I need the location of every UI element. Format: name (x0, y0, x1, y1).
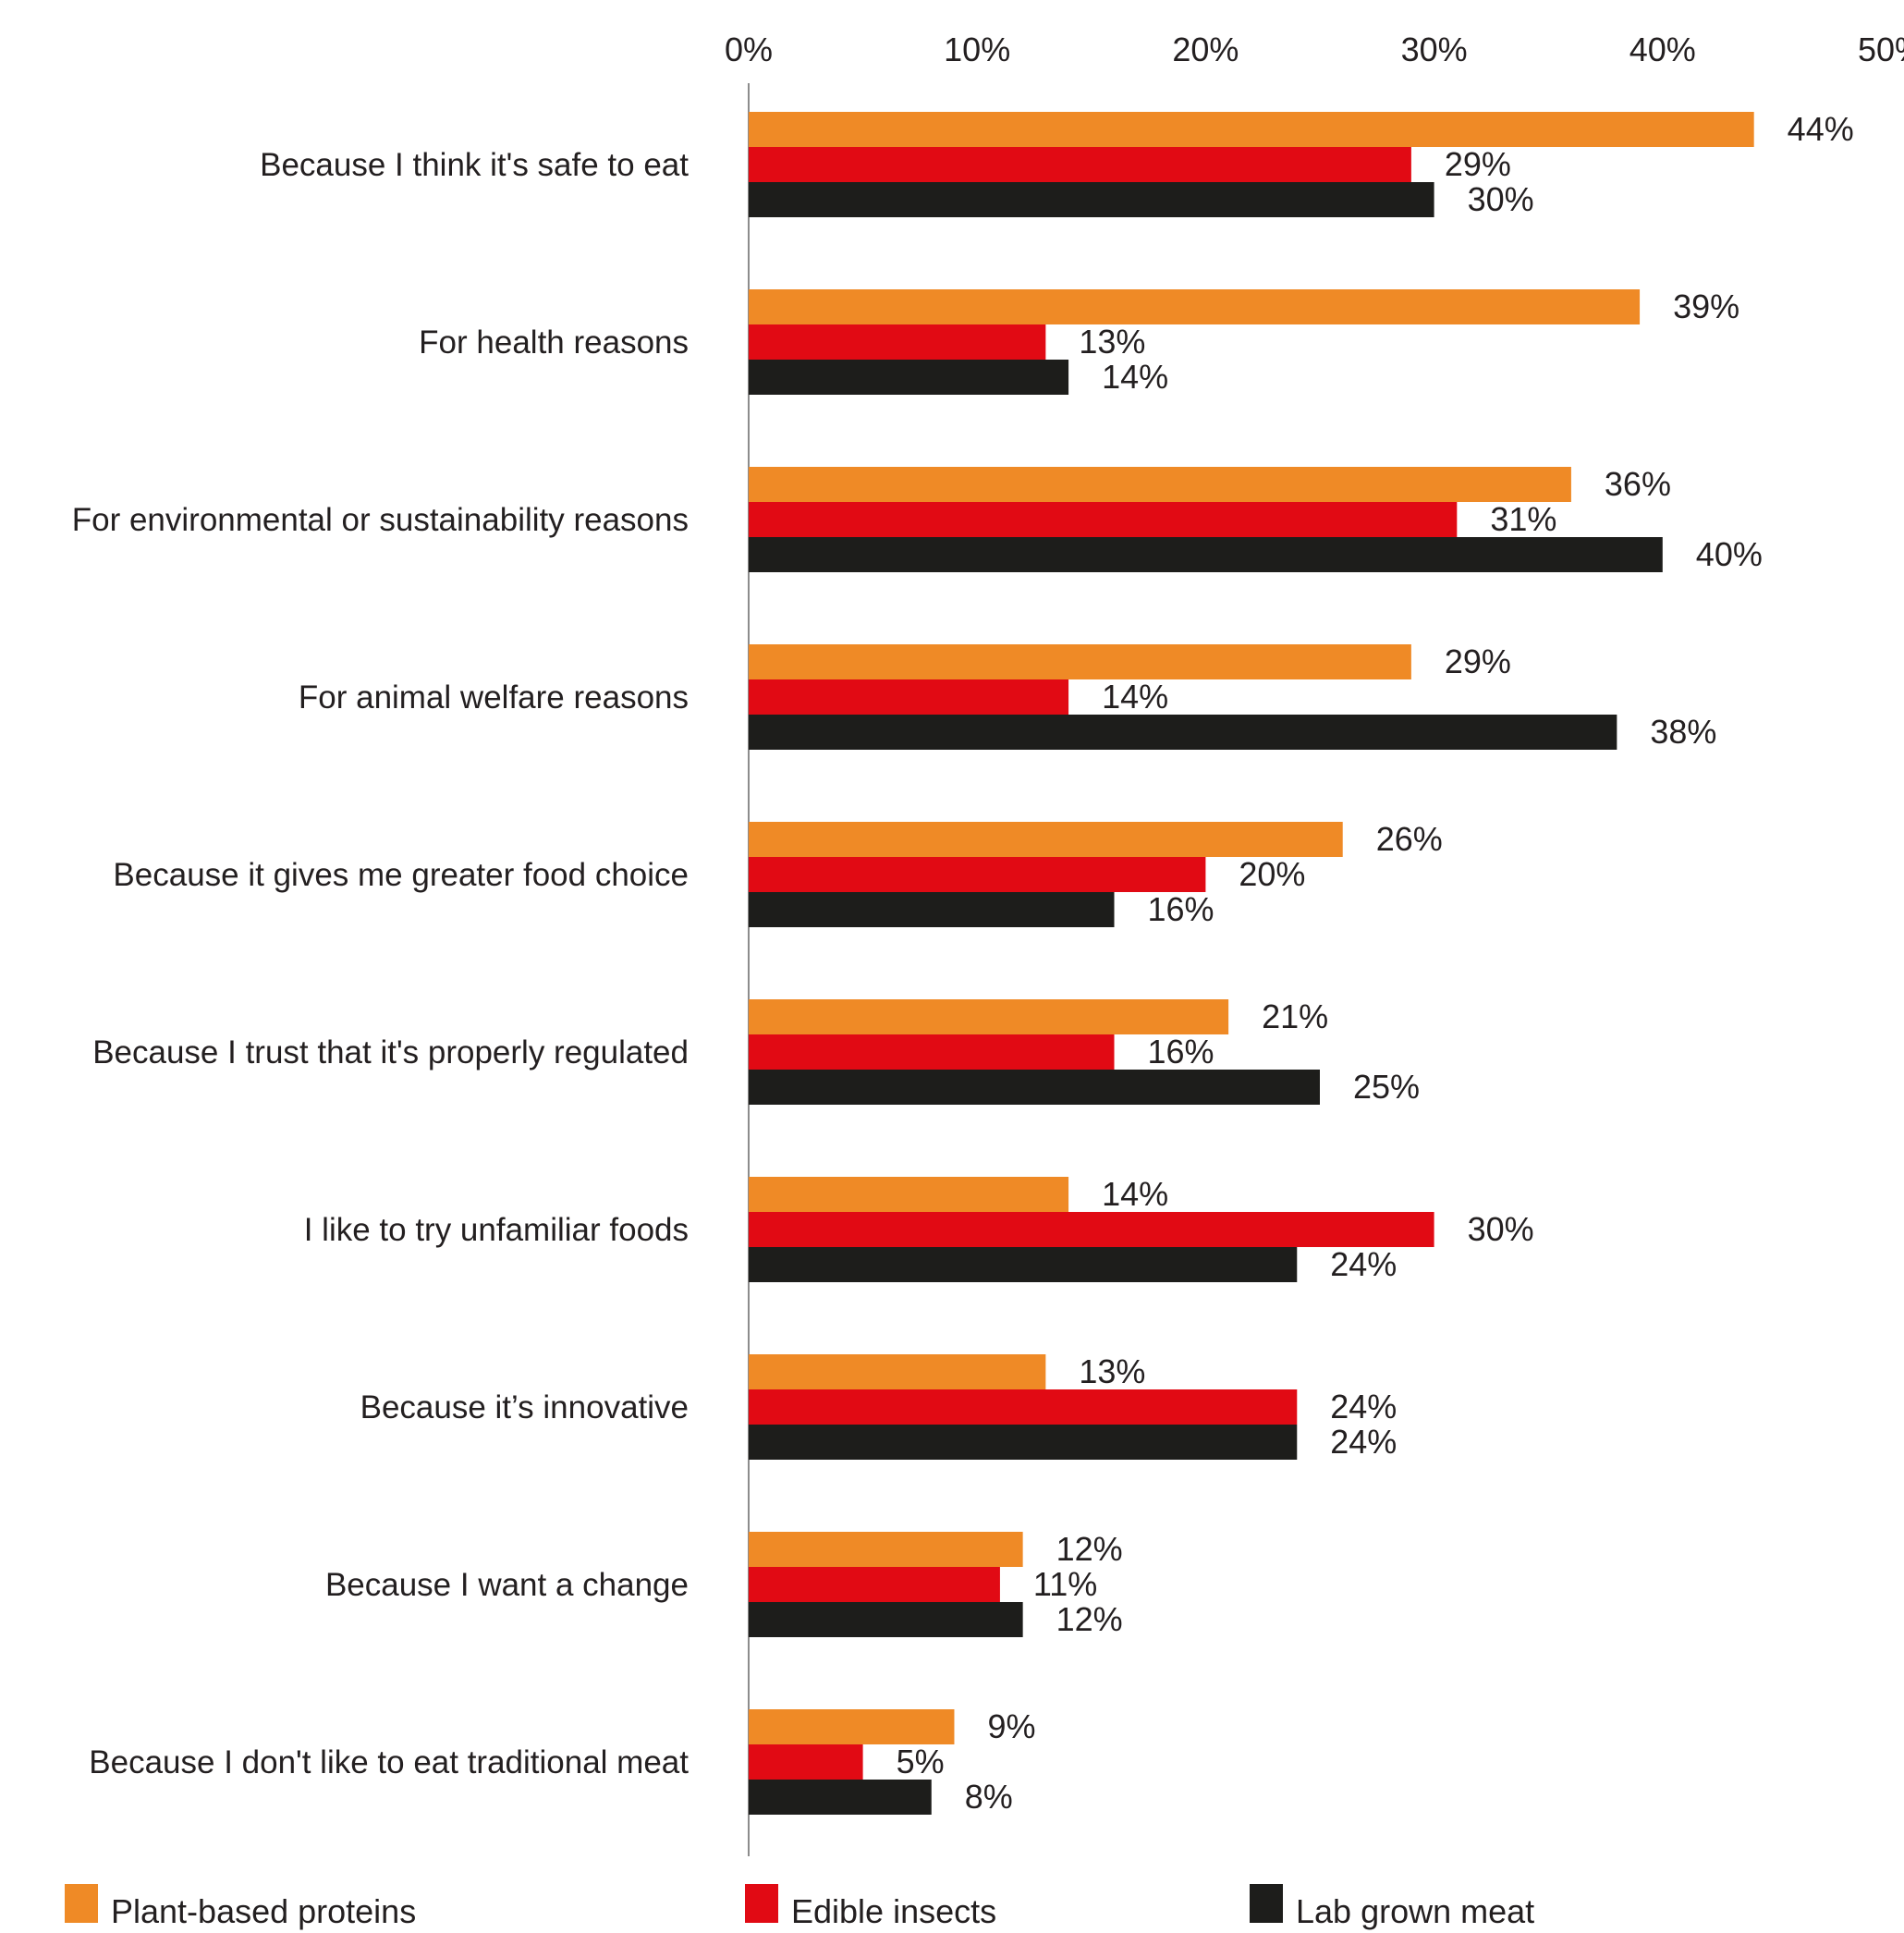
data-label: 31% (1490, 500, 1556, 538)
bar-lab-grown-meat (749, 892, 1115, 927)
bar-plant-based-proteins (749, 1709, 955, 1744)
data-label: 20% (1239, 855, 1305, 893)
data-label: 38% (1650, 713, 1716, 751)
legend-swatch (65, 1884, 98, 1923)
bar-plant-based-proteins (749, 822, 1343, 857)
data-label: 44% (1788, 110, 1854, 148)
category-labels: Because I think it's safe to eat For heal… (72, 147, 690, 1780)
data-label: 36% (1605, 465, 1671, 503)
bar-edible-insects (749, 857, 1206, 892)
data-label: 21% (1262, 997, 1328, 1035)
legend-swatch (745, 1884, 778, 1923)
legend-label: Plant-based proteins (111, 1892, 416, 1930)
bar-lab-grown-meat (749, 1070, 1320, 1105)
bar-lab-grown-meat (749, 360, 1069, 395)
data-label: 39% (1673, 288, 1739, 325)
bar-edible-insects (749, 1567, 1000, 1602)
x-tick-label: 40% (1629, 31, 1696, 68)
bar-plant-based-proteins (749, 467, 1571, 502)
data-label: 24% (1330, 1388, 1397, 1425)
x-tick-label: 0% (725, 31, 773, 68)
bar-edible-insects (749, 1389, 1298, 1425)
bar-edible-insects (749, 1212, 1434, 1247)
bar-lab-grown-meat (749, 715, 1617, 750)
x-tick-label: 10% (944, 31, 1010, 68)
bar-plant-based-proteins (749, 644, 1411, 679)
category-label: Because I don't like to eat traditional … (89, 1744, 689, 1780)
bar-edible-insects (749, 502, 1458, 537)
bar-edible-insects (749, 324, 1046, 360)
category-label: Because it gives me greater food choice (113, 857, 689, 893)
category-label: Because I want a change (325, 1567, 689, 1603)
bars (749, 112, 1754, 1815)
bar-lab-grown-meat (749, 1602, 1023, 1637)
bar-plant-based-proteins (749, 1177, 1069, 1212)
data-label: 29% (1445, 642, 1511, 680)
x-axis-ticks: 0% 10% 20% 30% 40% 50% (725, 31, 1904, 68)
legend-swatch (1250, 1884, 1283, 1923)
data-label: 30% (1468, 1210, 1534, 1248)
data-label: 24% (1330, 1423, 1397, 1461)
data-label: 12% (1056, 1600, 1123, 1638)
data-label: 11% (1033, 1565, 1097, 1603)
bar-plant-based-proteins (749, 999, 1229, 1034)
data-label: 24% (1330, 1245, 1397, 1283)
bar-lab-grown-meat (749, 537, 1663, 572)
bar-lab-grown-meat (749, 1247, 1298, 1282)
data-label: 14% (1102, 358, 1168, 396)
bar-lab-grown-meat (749, 1780, 932, 1815)
category-label: Because I trust that it's properly regul… (92, 1034, 689, 1070)
bar-edible-insects (749, 1744, 863, 1780)
legend-label: Edible insects (791, 1892, 996, 1930)
bar-edible-insects (749, 147, 1411, 182)
bar-edible-insects (749, 679, 1069, 715)
data-label: 29% (1445, 145, 1511, 183)
data-label: 8% (965, 1778, 1013, 1816)
bar-edible-insects (749, 1034, 1115, 1070)
bar-plant-based-proteins (749, 1532, 1023, 1567)
bar-plant-based-proteins (749, 112, 1754, 147)
bar-lab-grown-meat (749, 182, 1434, 217)
x-tick-label: 50% (1858, 31, 1904, 68)
data-label: 5% (897, 1743, 945, 1780)
data-label: 25% (1353, 1068, 1420, 1106)
value-labels: 44%29%30%39%13%14%36%31%40%29%14%38%26%2… (897, 110, 1854, 1816)
data-label: 13% (1079, 323, 1145, 361)
category-label: I like to try unfamiliar foods (304, 1212, 689, 1248)
data-label: 16% (1148, 1033, 1214, 1070)
bar-plant-based-proteins (749, 1354, 1046, 1389)
x-tick-label: 20% (1172, 31, 1239, 68)
data-label: 40% (1696, 535, 1763, 573)
data-label: 14% (1102, 1175, 1168, 1213)
category-label: Because I think it's safe to eat (260, 147, 689, 183)
legend: Plant-based proteins Edible insects Lab gr… (65, 1884, 1534, 1930)
category-label: For animal welfare reasons (299, 679, 689, 716)
data-label: 12% (1056, 1530, 1123, 1568)
category-label: Because it’s innovative (360, 1389, 689, 1425)
x-tick-label: 30% (1401, 31, 1468, 68)
data-label: 16% (1148, 890, 1214, 928)
data-label: 14% (1102, 678, 1168, 716)
category-label: For health reasons (419, 324, 689, 361)
category-label: For environmental or sustainability reas… (72, 502, 689, 538)
data-label: 30% (1468, 180, 1534, 218)
legend-label: Lab grown meat (1296, 1892, 1534, 1930)
bar-plant-based-proteins (749, 289, 1641, 324)
data-label: 13% (1079, 1352, 1145, 1390)
data-label: 26% (1376, 820, 1443, 858)
bar-lab-grown-meat (749, 1425, 1298, 1460)
data-label: 9% (987, 1707, 1035, 1745)
